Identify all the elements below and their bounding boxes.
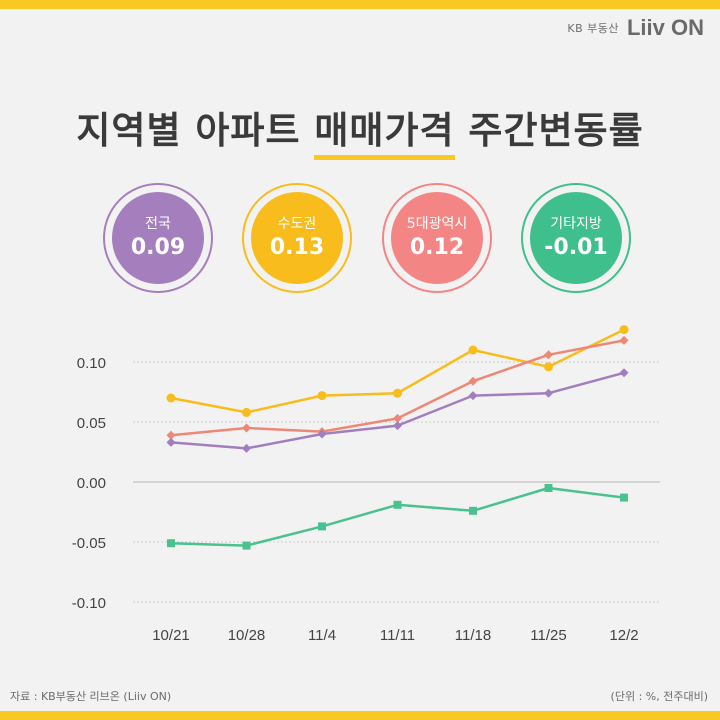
data-point [166, 430, 176, 440]
source-note: 자료 : KB부동산 리브온 (Liiv ON) [10, 690, 172, 703]
brand-logo: Liiv ON [626, 15, 704, 40]
badge-core: 수도권 0.13 [251, 192, 343, 284]
data-point [620, 493, 628, 502]
unit-note: (단위 : %, 전주대비) [610, 690, 708, 703]
data-point [393, 421, 402, 431]
badge-value: 0.12 [409, 235, 465, 260]
data-point [317, 429, 327, 439]
page-title: 지역별 아파트 매매가격 주간변동률 [0, 100, 720, 160]
top-accent-bar [0, 0, 720, 9]
bottom-accent-bar [0, 711, 720, 720]
data-point [619, 368, 629, 378]
data-point [167, 539, 175, 548]
badge-label: 전국 [145, 216, 171, 232]
badge-core: 5대광역시 0.12 [391, 192, 483, 284]
data-point [468, 376, 478, 386]
data-point [544, 484, 553, 492]
x-tick-label: 10/21 [152, 627, 190, 644]
data-point [468, 391, 478, 401]
badge-capital: 수도권 0.13 [242, 183, 352, 293]
y-tick-label: -0.05 [72, 535, 106, 552]
data-point [393, 500, 402, 509]
badge-value: -0.01 [544, 235, 608, 260]
data-point [544, 362, 553, 372]
badge-value: 0.09 [130, 235, 186, 260]
x-tick-label: 11/11 [380, 627, 415, 644]
y-tick-label: 0.05 [77, 415, 106, 432]
badge-core: 전국 0.09 [112, 192, 204, 284]
data-point [619, 325, 629, 335]
x-tick-label: 11/18 [455, 627, 491, 644]
data-point [393, 413, 402, 423]
data-point [393, 388, 402, 398]
badge-core: 기타지방 -0.01 [530, 192, 622, 284]
y-tick-label: 0.00 [77, 475, 106, 492]
title-part1: 지역별 아파트 [76, 109, 315, 152]
data-point [544, 350, 553, 360]
data-point [469, 506, 477, 515]
x-tick-label: 11/4 [308, 627, 336, 644]
data-point [619, 335, 629, 345]
data-point [468, 345, 478, 355]
brand: KB 부동산 Liiv ON [567, 15, 704, 41]
data-point [166, 437, 176, 447]
series-line [170, 328, 625, 414]
line-chart: 0.10 0.05 0.00 -0.05 -0.10 10/21 10/28 11/4 11/1… [72, 325, 660, 644]
x-tick-label: 10/28 [228, 627, 266, 644]
y-tick-label: -0.10 [72, 595, 106, 612]
data-point [242, 407, 251, 417]
x-tick-label: 12/2 [609, 627, 638, 644]
title-part2: 주간변동률 [454, 109, 644, 152]
brand-text: KB 부동산 [567, 22, 619, 35]
badge-label: 수도권 [277, 216, 317, 232]
badge-value: 0.13 [269, 235, 325, 260]
badge-other: 기타지방 -0.01 [521, 183, 631, 293]
series-line [170, 486, 625, 547]
badge-label: 기타지방 [550, 216, 602, 232]
data-point [166, 393, 176, 403]
data-point [242, 423, 251, 433]
data-point [242, 443, 251, 453]
data-point [317, 391, 327, 401]
y-tick-label: 0.10 [77, 355, 106, 372]
badge-metro: 5대광역시 0.12 [382, 183, 492, 293]
badge-label: 5대광역시 [406, 216, 468, 232]
badge-national: 전국 0.09 [103, 183, 213, 293]
badge-row: 전국 0.09 수도권 0.13 5대광역시 0.12 기타지방 -0.01 [0, 183, 720, 293]
data-point [242, 541, 251, 550]
title-highlight: 매매가격 [314, 100, 455, 160]
data-point [544, 388, 553, 398]
data-point [318, 522, 326, 531]
x-tick-label: 11/25 [530, 627, 566, 644]
